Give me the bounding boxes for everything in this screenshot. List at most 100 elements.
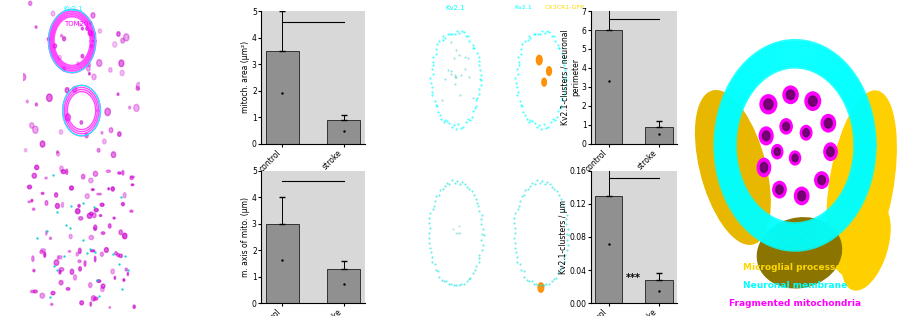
Ellipse shape [776, 185, 783, 194]
Ellipse shape [91, 45, 92, 48]
Ellipse shape [35, 103, 37, 106]
Ellipse shape [772, 145, 783, 159]
Ellipse shape [119, 230, 122, 235]
Text: S
T
R
O
K
E: S T R O K E [9, 220, 14, 254]
Ellipse shape [82, 174, 85, 179]
Ellipse shape [90, 22, 92, 24]
Y-axis label: m. axis of mito. (μm): m. axis of mito. (μm) [242, 197, 250, 277]
Ellipse shape [824, 143, 837, 161]
Ellipse shape [91, 13, 95, 18]
Ellipse shape [760, 162, 767, 173]
Ellipse shape [117, 253, 120, 257]
Ellipse shape [827, 147, 834, 156]
Ellipse shape [542, 78, 546, 86]
Ellipse shape [109, 224, 111, 228]
Ellipse shape [866, 102, 892, 163]
Ellipse shape [29, 1, 32, 5]
Ellipse shape [50, 237, 52, 240]
Text: C
O
N
T
R
O
L: C O N T R O L [391, 59, 397, 99]
Ellipse shape [89, 235, 93, 240]
Ellipse shape [72, 87, 77, 92]
Text: C: C [690, 8, 702, 23]
Ellipse shape [59, 130, 63, 134]
Y-axis label: Kv2.1-clusters / μm: Kv2.1-clusters / μm [559, 200, 568, 274]
Bar [265, 224, 299, 303]
Ellipse shape [87, 213, 92, 218]
Ellipse shape [119, 254, 122, 258]
Ellipse shape [125, 268, 128, 271]
Ellipse shape [33, 208, 34, 210]
Ellipse shape [112, 42, 117, 47]
Ellipse shape [122, 233, 127, 239]
Ellipse shape [97, 280, 101, 283]
Ellipse shape [62, 170, 65, 173]
Ellipse shape [59, 256, 62, 259]
Ellipse shape [34, 290, 37, 293]
Ellipse shape [101, 203, 104, 206]
Ellipse shape [76, 252, 79, 256]
Bar [265, 51, 299, 144]
Bar [645, 280, 673, 303]
Ellipse shape [101, 131, 103, 134]
Ellipse shape [61, 34, 63, 37]
Ellipse shape [111, 152, 116, 158]
Ellipse shape [118, 172, 121, 174]
Ellipse shape [89, 178, 93, 183]
Ellipse shape [696, 91, 770, 244]
Ellipse shape [56, 151, 59, 153]
Ellipse shape [94, 208, 98, 212]
Ellipse shape [46, 94, 53, 101]
Ellipse shape [69, 234, 72, 239]
Ellipse shape [85, 133, 88, 138]
Text: C
O
N
T
R
O
L: C O N T R O L [9, 59, 14, 99]
Ellipse shape [92, 74, 96, 80]
Ellipse shape [805, 92, 821, 110]
Ellipse shape [800, 125, 812, 140]
Ellipse shape [86, 66, 91, 71]
Ellipse shape [65, 88, 69, 93]
Ellipse shape [115, 252, 118, 255]
Ellipse shape [120, 70, 124, 76]
Ellipse shape [40, 251, 43, 253]
Ellipse shape [842, 203, 890, 290]
Ellipse shape [21, 74, 25, 81]
Ellipse shape [35, 26, 37, 28]
Ellipse shape [97, 149, 100, 152]
Ellipse shape [780, 119, 792, 134]
Y-axis label: mitoch. area (μm²): mitoch. area (μm²) [242, 41, 250, 113]
Ellipse shape [759, 127, 773, 145]
Ellipse shape [111, 187, 114, 191]
Ellipse shape [43, 252, 45, 257]
Ellipse shape [45, 177, 47, 179]
Ellipse shape [27, 185, 32, 189]
Ellipse shape [79, 248, 82, 253]
Text: A: A [11, 9, 22, 24]
Ellipse shape [786, 90, 795, 100]
Ellipse shape [63, 67, 65, 71]
Ellipse shape [84, 261, 86, 266]
Ellipse shape [792, 154, 798, 162]
Ellipse shape [121, 170, 124, 175]
Ellipse shape [54, 193, 58, 197]
Ellipse shape [120, 38, 124, 43]
Ellipse shape [109, 68, 112, 72]
Ellipse shape [764, 99, 773, 110]
Ellipse shape [32, 256, 34, 261]
Text: Electron-tomographic
3D reconstruction: Electron-tomographic 3D reconstruction [736, 8, 863, 29]
Ellipse shape [31, 199, 33, 202]
Ellipse shape [66, 288, 70, 290]
Ellipse shape [89, 283, 92, 288]
Ellipse shape [92, 189, 94, 191]
Ellipse shape [131, 184, 134, 185]
Ellipse shape [82, 54, 83, 58]
Ellipse shape [80, 121, 82, 124]
Ellipse shape [98, 29, 101, 33]
Ellipse shape [51, 303, 53, 306]
Ellipse shape [65, 114, 71, 121]
Ellipse shape [104, 248, 109, 252]
Ellipse shape [33, 269, 35, 272]
Ellipse shape [88, 30, 92, 36]
Ellipse shape [82, 27, 83, 30]
Ellipse shape [86, 27, 89, 30]
Ellipse shape [90, 212, 93, 215]
